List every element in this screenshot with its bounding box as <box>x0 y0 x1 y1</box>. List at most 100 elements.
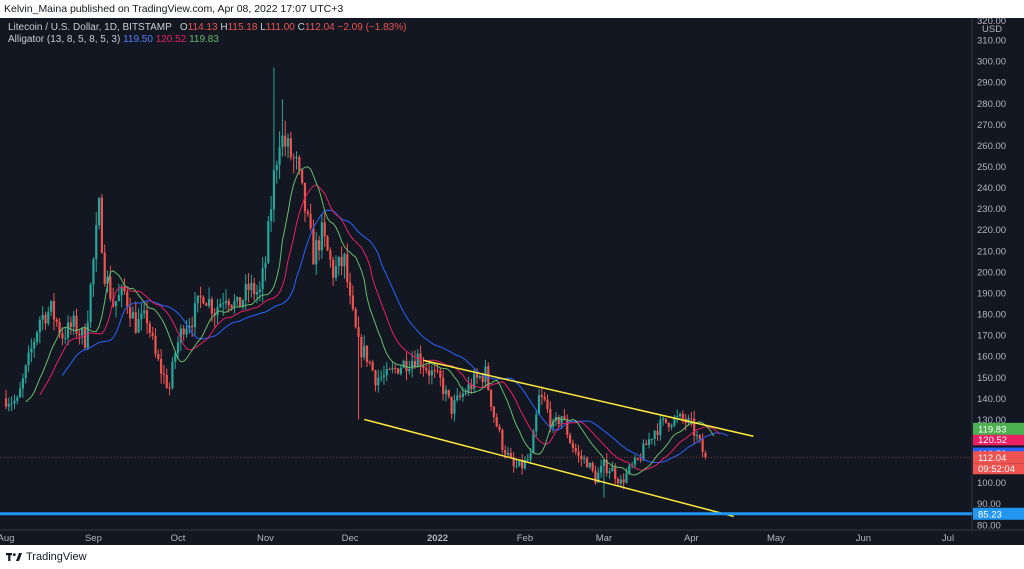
candle-body <box>7 404 10 407</box>
candle-body <box>365 345 369 362</box>
candle-body <box>419 353 422 366</box>
candle-body <box>662 418 665 420</box>
y-tick-label: 270.00 <box>977 120 1006 131</box>
alligator-jaw-line <box>61 209 729 463</box>
candle-body <box>546 399 549 409</box>
candle-body <box>425 368 428 371</box>
candle-body <box>343 253 346 267</box>
candle-body <box>585 458 589 468</box>
y-tick-label: 160.00 <box>977 352 1006 363</box>
candle-body <box>222 303 225 305</box>
candle-body <box>690 418 693 420</box>
candle-body <box>33 341 36 349</box>
candle-body <box>284 135 287 147</box>
candle-body <box>157 353 160 360</box>
candle-body <box>602 459 606 466</box>
candle-body <box>103 252 106 284</box>
candle-body <box>289 138 292 158</box>
candle-body <box>162 373 166 375</box>
chart-area[interactable]: Litecoin / U.S. Dollar, 1D, BITSTAMP O11… <box>0 18 1024 545</box>
candle-body <box>521 460 524 469</box>
candle-body <box>55 319 58 323</box>
candle-body <box>89 284 92 323</box>
candle-body <box>10 403 13 405</box>
candle-body <box>78 333 81 336</box>
candle-body <box>286 138 290 147</box>
indicator-name[interactable]: Alligator (13, 8, 5, 8, 5, 3) <box>8 34 121 45</box>
price-tag <box>973 422 1024 435</box>
high-value: 115.18 <box>227 22 258 33</box>
candle-body <box>678 413 682 417</box>
candle-body <box>436 370 439 372</box>
candle-body <box>292 157 295 159</box>
candle-body <box>382 375 386 378</box>
candle-body <box>270 209 273 222</box>
candle-body <box>182 328 185 335</box>
candle-body <box>21 378 25 389</box>
price-tag-label: 85.23 <box>978 509 1002 520</box>
candle-body <box>134 312 137 333</box>
candle-body <box>81 328 84 336</box>
y-tick-label: 250.00 <box>977 162 1006 173</box>
countdown-label: 09:52:04 <box>978 464 1015 475</box>
candle-body <box>566 419 569 435</box>
y-axis-top-label: 320.00 <box>977 18 1006 27</box>
candle-body <box>490 389 493 407</box>
candle-body <box>518 460 521 467</box>
candle-body <box>681 413 684 419</box>
candle-body <box>348 282 352 296</box>
high-label: H <box>220 22 228 33</box>
candle-body <box>250 283 253 291</box>
candle-body <box>467 384 470 393</box>
candle-body <box>137 319 140 333</box>
tradingview-brand: TradingView <box>26 551 87 563</box>
candle-body <box>577 451 580 456</box>
candle-body <box>151 332 154 336</box>
candle-body <box>591 462 594 471</box>
candle-body <box>126 291 129 307</box>
x-tick-label: Sep <box>85 533 102 544</box>
candle-body <box>30 348 33 353</box>
y-tick-label: 180.00 <box>977 310 1006 321</box>
candle-body <box>470 384 473 389</box>
symbol-name[interactable]: Litecoin / U.S. Dollar, 1D, BITSTAMP <box>8 22 172 33</box>
candle-body <box>540 395 543 398</box>
open-value: 114.13 <box>187 22 218 33</box>
candle-body <box>495 417 498 427</box>
candle-body <box>95 225 98 260</box>
candle-body <box>326 236 329 251</box>
channel-trendline <box>363 418 734 518</box>
candle-body <box>233 300 236 308</box>
candle-body <box>464 392 467 394</box>
candle-body <box>52 301 56 320</box>
candle-body <box>650 439 653 441</box>
candle-body <box>371 362 374 371</box>
candle-body <box>447 389 450 397</box>
candle-body <box>388 369 391 371</box>
candle-body <box>193 303 197 328</box>
candle-body <box>515 466 518 468</box>
y-tick-label: 80.00 <box>977 520 1001 531</box>
candle-body <box>306 211 309 214</box>
candle-body <box>396 368 400 374</box>
candle-body <box>461 393 464 397</box>
candle-body <box>416 353 419 367</box>
candle-body <box>317 240 321 251</box>
price-tag-label: 112.04 <box>978 453 1006 464</box>
price-chart-svg[interactable]: 310.00 300.00 290.00 280.00 270.00 260.00 250.… <box>0 18 1024 545</box>
x-tick-label: Nov <box>257 533 274 544</box>
candle-body <box>179 328 182 343</box>
candle-body <box>272 170 276 210</box>
candle-body <box>693 418 696 436</box>
candle-body <box>202 297 205 304</box>
candle-body <box>549 408 552 427</box>
y-tick-label: 150.00 <box>977 373 1006 384</box>
candle-body <box>320 222 323 251</box>
low-value: 111.00 <box>265 22 295 33</box>
y-tick-label: 100.00 <box>977 478 1006 489</box>
candle-body <box>647 439 651 446</box>
candle-body <box>363 345 366 358</box>
candle-body <box>16 397 19 401</box>
candle-body <box>450 396 453 414</box>
publisher-header: Kelvin_Maina published on TradingView.co… <box>0 0 1024 18</box>
